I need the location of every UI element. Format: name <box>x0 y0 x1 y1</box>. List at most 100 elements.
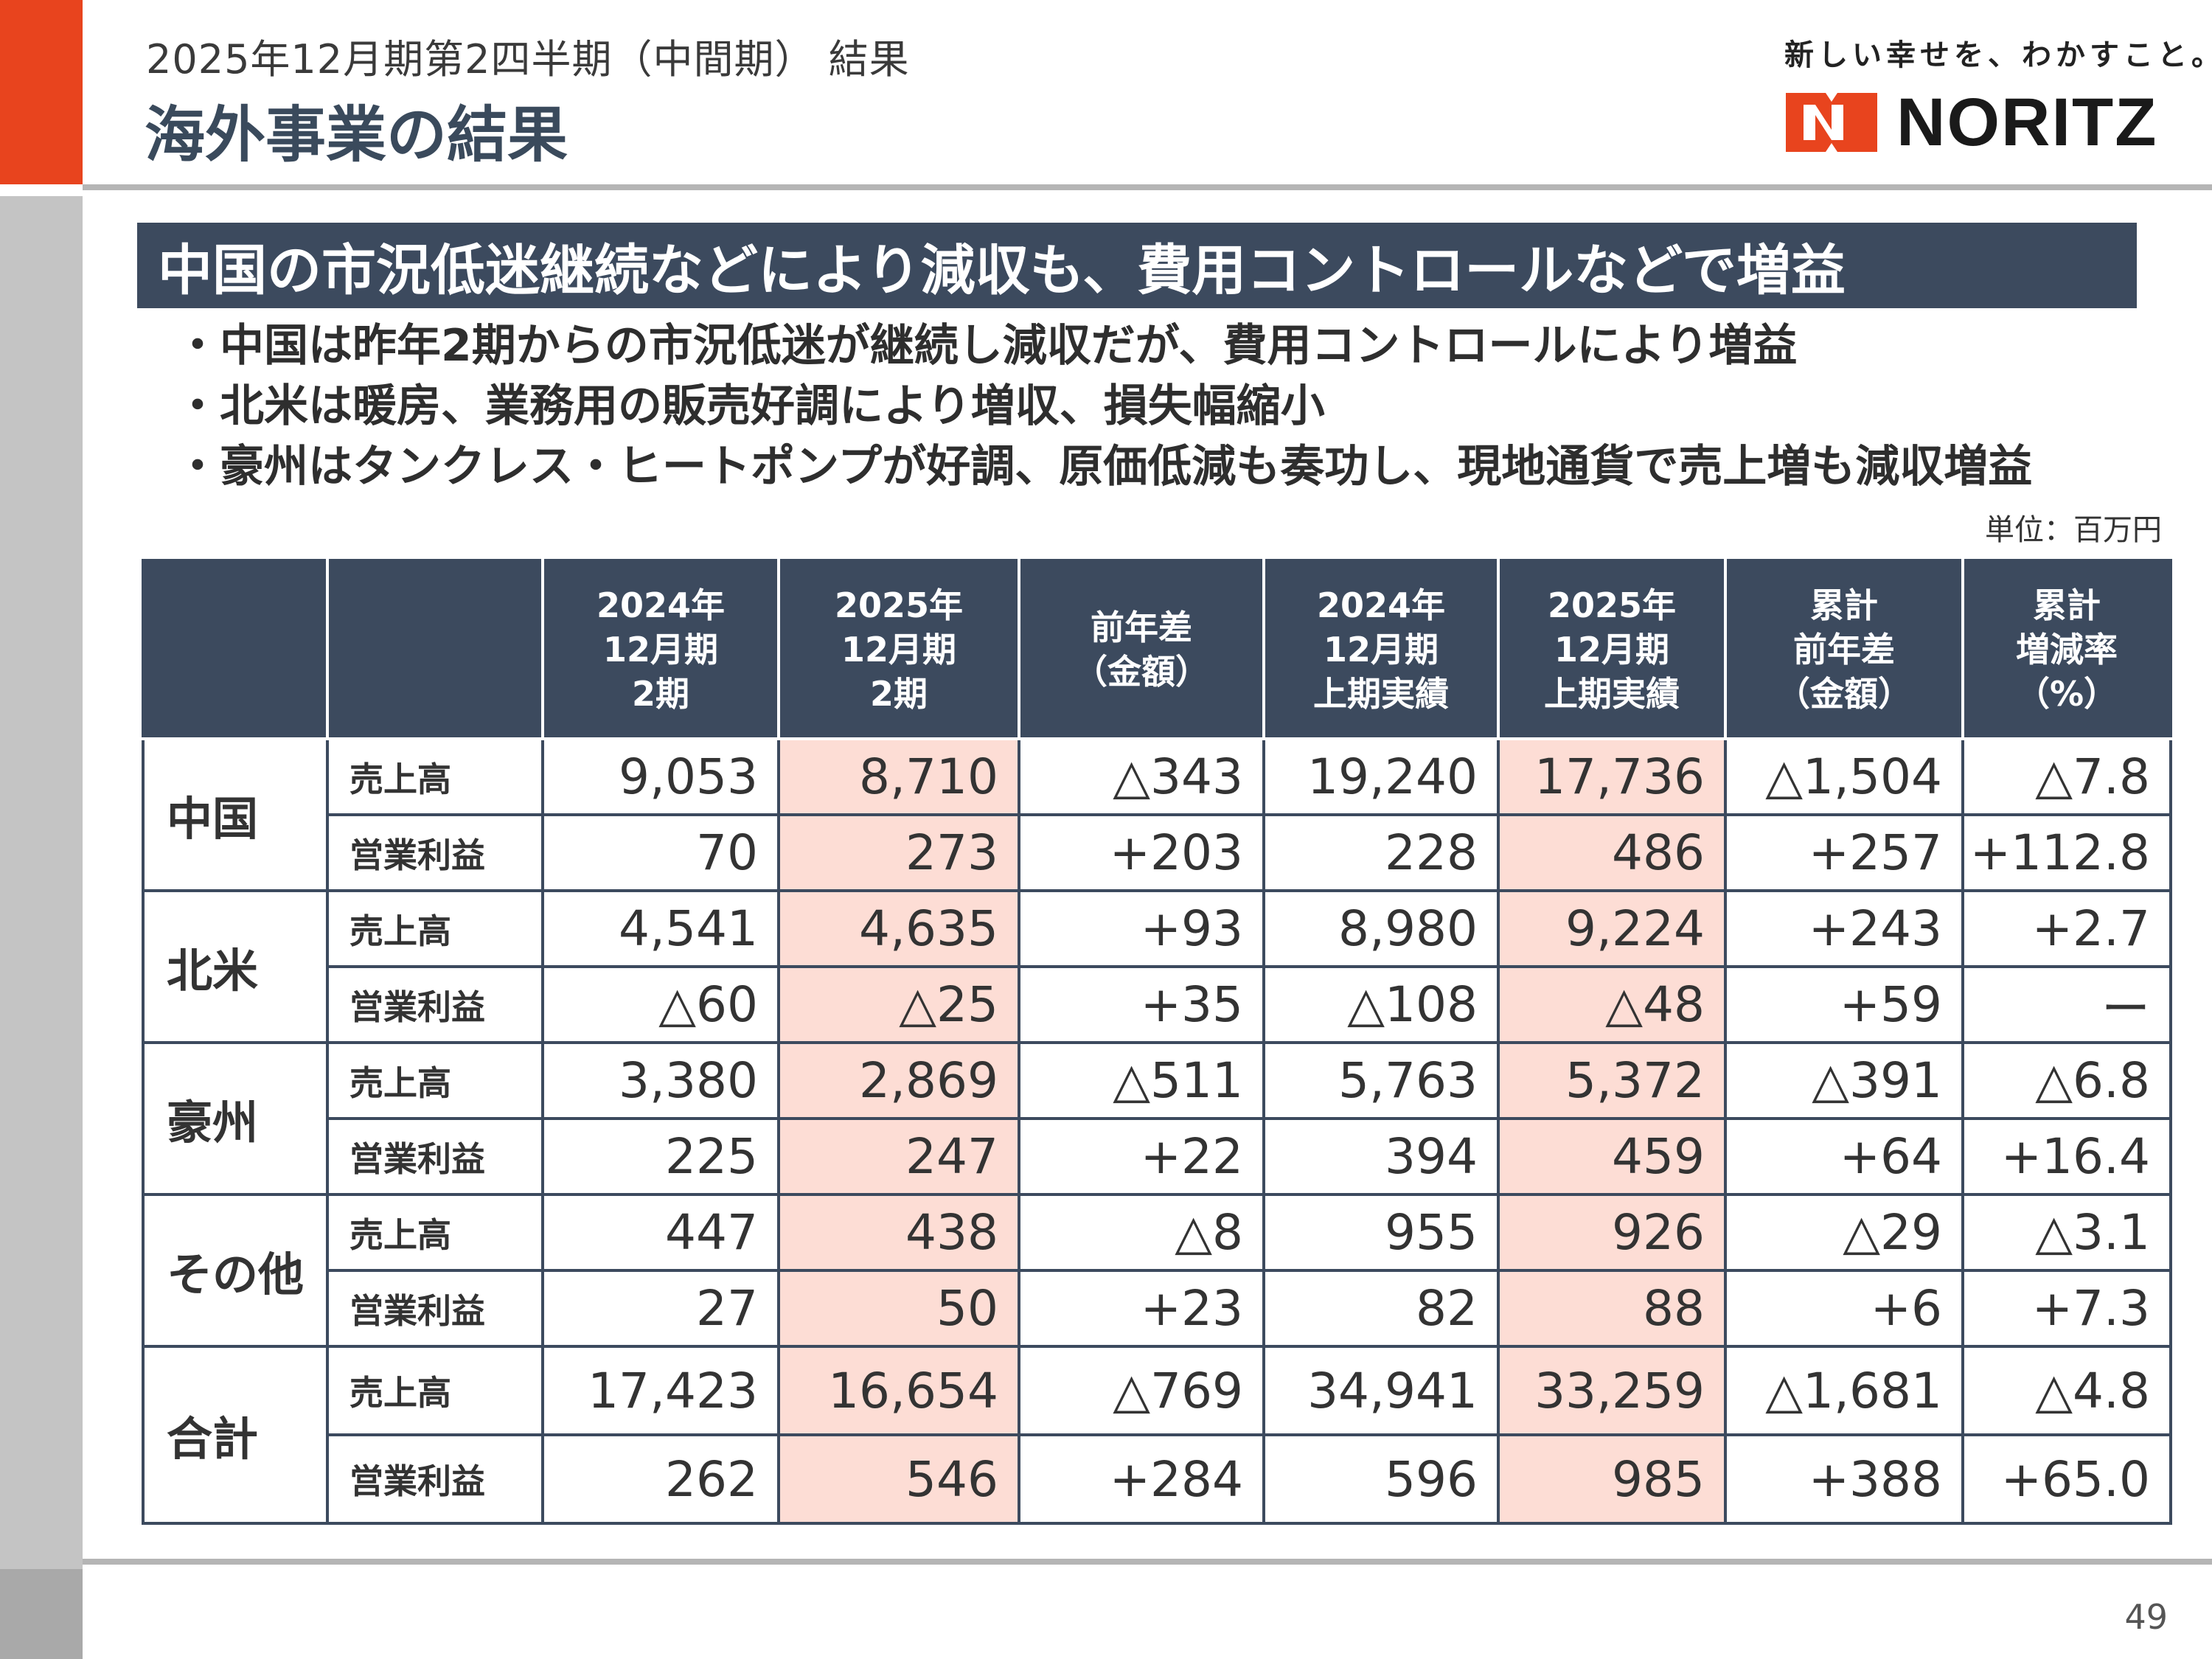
table-cell-highlight: 88 <box>1497 1269 1727 1348</box>
table-cell-highlight: 273 <box>777 813 1020 892</box>
table-row: 営業利益 27 50 +23 82 88 +6 +7.3 <box>143 1269 2172 1348</box>
table-cell: +59 <box>1724 965 1964 1044</box>
table-row: 北米 売上高 4,541 4,635 +93 8,980 9,224 +243 … <box>142 889 2172 1044</box>
column-header: 2024年 12月期 2期 <box>541 559 780 740</box>
table-cell: △4.8 <box>1961 1345 2172 1436</box>
metric-label: 営業利益 <box>326 813 544 892</box>
table-cell: △343 <box>1018 737 1265 816</box>
accent-bar-gray-bottom <box>0 1569 83 1659</box>
column-header <box>142 559 329 740</box>
column-header <box>326 559 544 740</box>
table-cell-highlight: 486 <box>1497 813 1727 892</box>
accent-bar-gray <box>0 196 83 1569</box>
table-cell: 225 <box>541 1117 780 1196</box>
region-label: 豪州 <box>142 1041 329 1196</box>
column-header: 2025年 12月期 2期 <box>777 559 1020 740</box>
table-cell: +203 <box>1018 813 1265 892</box>
column-header: 2024年 12月期 上期実績 <box>1262 559 1500 740</box>
column-header: 累計 増減率 （%） <box>1961 559 2172 740</box>
logo-wordmark: NORITZ <box>1896 85 2158 160</box>
table-row-total: 合計 売上高 17,423 16,654 △769 34,941 33,259 … <box>142 1345 2172 1525</box>
table-cell: △7.8 <box>1961 737 2172 816</box>
header-divider <box>83 184 2212 190</box>
table-cell-highlight: 459 <box>1497 1117 1727 1196</box>
table-cell: 17,423 <box>541 1345 780 1436</box>
results-table: 2024年 12月期 2期 2025年 12月期 2期 前年差 （金額） 202… <box>142 559 2172 1525</box>
table-row: 豪州 売上高 3,380 2,869 △511 5,763 5,372 △391… <box>142 1041 2172 1196</box>
brand-tagline: 新しい幸せを、わかすこと。 <box>1784 38 2212 72</box>
metric-label: 営業利益 <box>326 1117 544 1196</box>
table-cell-highlight: 5,372 <box>1497 1041 1727 1120</box>
table-cell: 27 <box>541 1269 780 1348</box>
table-cell: △1,681 <box>1724 1345 1964 1436</box>
table-row: 営業利益 225 247 +22 394 459 +64 +16.4 <box>143 1117 2172 1196</box>
table-cell-highlight: 9,224 <box>1497 889 1727 968</box>
table-cell-highlight: 33,259 <box>1497 1345 1727 1436</box>
table-cell: ー <box>1961 965 2172 1044</box>
table-cell: +22 <box>1018 1117 1265 1196</box>
region-label: 中国 <box>142 737 329 892</box>
metric-label: 営業利益 <box>326 1269 544 1348</box>
metric-label: 売上高 <box>326 1041 544 1120</box>
column-header: 前年差 （金額） <box>1018 559 1265 740</box>
headline-banner: 中国の市況低迷継続などにより減収も、費用コントロールなどで増益 <box>137 223 2137 308</box>
table-cell: +6 <box>1724 1269 1964 1348</box>
table-cell: 8,980 <box>1262 889 1500 968</box>
table-cell: △8 <box>1018 1193 1265 1272</box>
table-cell: 5,763 <box>1262 1041 1500 1120</box>
table-cell: △108 <box>1262 965 1500 1044</box>
table-row: 営業利益 △60 △25 +35 △108 △48 +59 ー <box>143 965 2172 1044</box>
table-row: 営業利益 70 273 +203 228 486 +257 +112.8 <box>143 813 2172 892</box>
table-cell-highlight: 17,736 <box>1497 737 1727 816</box>
table-cell-highlight: 546 <box>777 1433 1020 1525</box>
metric-label: 営業利益 <box>326 965 544 1044</box>
table-row: その他 売上高 447 438 △8 955 926 △29 △3.1 <box>142 1193 2172 1348</box>
metric-label: 売上高 <box>326 1193 544 1272</box>
table-cell: 447 <box>541 1193 780 1272</box>
table-cell: +16.4 <box>1961 1117 2172 1196</box>
table-cell: 9,053 <box>541 737 780 816</box>
table-cell-highlight: △48 <box>1497 965 1727 1044</box>
noritz-logo-mark-icon <box>1786 93 1877 152</box>
table-header-row: 2024年 12月期 2期 2025年 12月期 2期 前年差 （金額） 202… <box>142 559 2172 740</box>
table-row-total: 営業利益 262 546 +284 596 985 +388 +65.0 <box>143 1433 2172 1525</box>
bullet-north-america: ・北米は暖房、業務用の販売好調により増収、損失幅縮小 <box>175 380 1325 432</box>
page-number: 49 <box>2124 1597 2168 1637</box>
accent-bar-red <box>0 0 83 184</box>
table-cell: 955 <box>1262 1193 1500 1272</box>
table-cell-highlight: 16,654 <box>777 1345 1020 1436</box>
summary-bullets: ・中国は昨年2期からの市況低迷が継続し減収だが、費用コントロールにより増益 ・北… <box>175 316 2032 497</box>
slide-subtitle: 2025年12月期第2四半期（中間期） 結果 <box>146 36 910 83</box>
table-cell: +64 <box>1724 1117 1964 1196</box>
table-cell: +35 <box>1018 965 1265 1044</box>
table-cell-highlight: 247 <box>777 1117 1020 1196</box>
table-cell: +112.8 <box>1961 813 2172 892</box>
table-cell: △769 <box>1018 1345 1265 1436</box>
bullet-china: ・中国は昨年2期からの市況低迷が継続し減収だが、費用コントロールにより増益 <box>175 320 1798 372</box>
table-cell: △60 <box>541 965 780 1044</box>
table-cell: 82 <box>1262 1269 1500 1348</box>
region-label: 北米 <box>142 889 329 1044</box>
slide-title: 海外事業の結果 <box>145 100 568 170</box>
table-cell: △511 <box>1018 1041 1265 1120</box>
column-header: 2025年 12月期 上期実績 <box>1497 559 1727 740</box>
footer-divider <box>83 1559 2212 1565</box>
table-cell: △3.1 <box>1961 1193 2172 1272</box>
table-cell: △1,504 <box>1724 737 1964 816</box>
region-label: 合計 <box>142 1345 329 1525</box>
table-cell: 262 <box>541 1433 780 1525</box>
table-cell: +2.7 <box>1961 889 2172 968</box>
table-cell: △391 <box>1724 1041 1964 1120</box>
table-cell: 19,240 <box>1262 737 1500 816</box>
table-cell: △29 <box>1724 1193 1964 1272</box>
table-cell: 70 <box>541 813 780 892</box>
noritz-logo: NORITZ <box>1783 87 2157 158</box>
table-cell: +93 <box>1018 889 1265 968</box>
column-header: 累計 前年差 （金額） <box>1724 559 1964 740</box>
table-cell: +23 <box>1018 1269 1265 1348</box>
table-cell-highlight: 8,710 <box>777 737 1020 816</box>
table-cell: +65.0 <box>1961 1433 2172 1525</box>
table-row: 中国 売上高 9,053 8,710 △343 19,240 17,736 △1… <box>142 737 2172 892</box>
table-cell: 3,380 <box>541 1041 780 1120</box>
unit-label: 単位：百万円 <box>1985 513 2162 547</box>
